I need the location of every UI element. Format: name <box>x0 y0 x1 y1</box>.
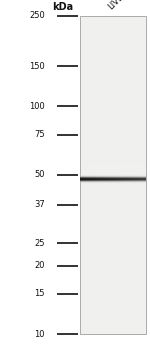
Text: kDa: kDa <box>52 2 74 12</box>
Text: 150: 150 <box>29 62 45 71</box>
Text: 50: 50 <box>34 171 45 179</box>
Bar <box>80 16 146 334</box>
Text: 20: 20 <box>34 261 45 270</box>
Text: 25: 25 <box>34 239 45 248</box>
Text: 15: 15 <box>34 290 45 299</box>
Text: 10: 10 <box>34 330 45 339</box>
Text: 75: 75 <box>34 130 45 139</box>
Text: 100: 100 <box>29 102 45 111</box>
Text: 37: 37 <box>34 200 45 209</box>
Text: 250: 250 <box>29 11 45 20</box>
Text: LIVER: LIVER <box>106 0 130 12</box>
